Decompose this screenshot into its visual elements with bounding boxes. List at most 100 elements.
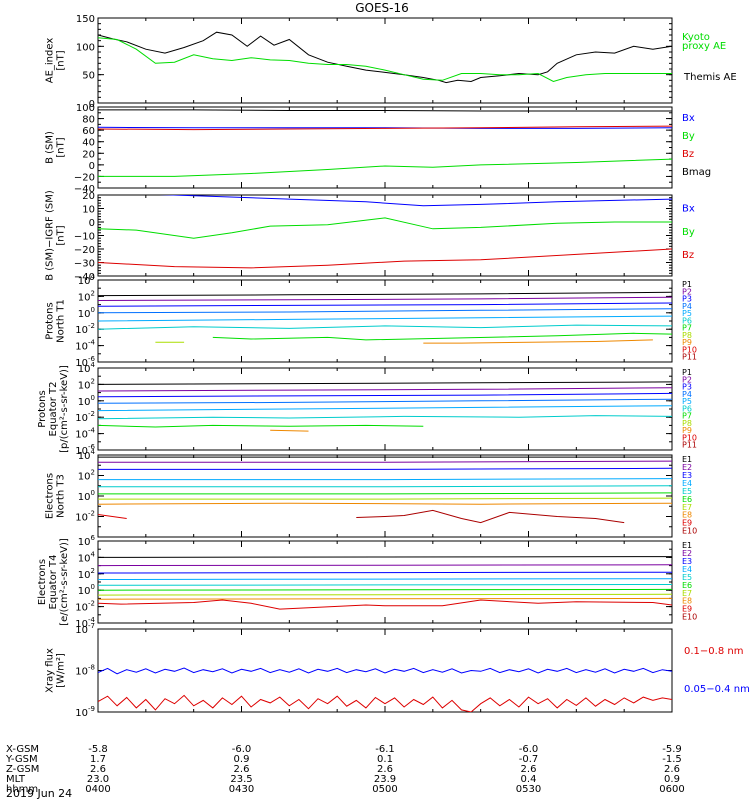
series-line-e9	[98, 599, 672, 610]
series-line-e2	[98, 564, 672, 567]
y-tick-label: 40	[82, 138, 95, 149]
series-line-e6	[98, 588, 672, 591]
legend-entry: E6	[682, 495, 692, 504]
series-line-e2	[98, 460, 672, 463]
ephemeris-value: -0.7	[519, 754, 539, 765]
series-line-e5	[98, 584, 672, 586]
y-tick-label: 10-2	[75, 410, 95, 424]
series-line-p3	[98, 392, 672, 398]
legend-entry: Bz	[682, 149, 694, 160]
legend-entry: By	[682, 131, 695, 142]
y-tick-label: 10-9	[75, 705, 95, 719]
y-axis-label: Equator T4	[48, 555, 59, 610]
series-line-p9	[270, 429, 309, 432]
y-tick-label: 10-8	[75, 664, 95, 678]
y-tick-label: 100	[78, 489, 95, 503]
panel-frame	[97, 540, 673, 624]
legend-entry: P7	[682, 412, 692, 421]
y-axis-label: Equator T2	[48, 382, 59, 437]
panel-xray: 10-7 10-8 10-9 Xray flux [W/m²] 0.1−0.8 nm 0.0…	[45, 622, 750, 719]
series-line-p3	[98, 302, 672, 307]
series-line-by	[98, 217, 672, 239]
series-group	[98, 381, 672, 432]
ephemeris-value: 0.9	[664, 774, 680, 785]
y-axis-label: [p/(cm²-s-sr-keV)]	[59, 365, 70, 453]
panel-frame	[97, 194, 673, 277]
legend-entry: E5	[682, 573, 692, 582]
panel-frame	[97, 454, 673, 538]
series-line-e9	[98, 514, 127, 519]
y-tick-label: 20	[82, 149, 95, 160]
series-line-themis-ae	[98, 31, 672, 84]
legend-entry: P3	[682, 295, 692, 304]
series-line-p4	[98, 398, 672, 404]
ephemeris-row-label: X-GSM	[6, 744, 39, 755]
y-axis-label: Electrons	[37, 559, 48, 605]
legend-entry: E9	[682, 519, 692, 528]
ephemeris-row-label: Y-GSM	[5, 754, 38, 765]
legend-entry: E2	[682, 549, 692, 558]
legend-entry: E2	[682, 463, 692, 472]
ephemeris-value: 23.5	[230, 774, 252, 785]
y-tick-label: 104	[78, 273, 96, 287]
series-line-e4	[98, 478, 672, 481]
legend-entry: P8	[682, 331, 692, 340]
y-axis-label: Electrons	[45, 473, 56, 519]
legend-entry: Bz	[682, 250, 694, 261]
legend-entry: 0.05−0.4 nm	[684, 684, 750, 695]
y-tick-label: 104	[78, 448, 96, 462]
y-tick-label: 100	[76, 103, 95, 114]
series-line-p2	[98, 387, 672, 392]
series-line-bx	[98, 126, 672, 129]
legend-entry: E8	[682, 597, 692, 606]
legend-entry: E4	[682, 479, 692, 488]
legend-entry: E9	[682, 605, 692, 614]
legend-entry: P5	[682, 397, 692, 406]
ephemeris-value: 2.6	[90, 764, 106, 775]
y-tick-label: −40	[74, 272, 95, 283]
series-line-e8	[98, 502, 672, 505]
y-tick-label: 0	[89, 161, 95, 172]
y-axis-label: B (SM)	[45, 131, 56, 164]
series-line-p6	[98, 415, 672, 420]
legend-entry: P2	[682, 287, 692, 296]
ephemeris-value: 0400	[85, 784, 110, 795]
y-tick-label: 20	[82, 191, 95, 202]
ephemeris-value: 0.1	[377, 754, 393, 765]
series-group	[98, 195, 672, 269]
y-tick-label: 104	[78, 550, 96, 564]
y-axis-label: [nT]	[56, 50, 67, 70]
y-tick-label: 10-2	[75, 600, 95, 614]
ephemeris-row-label: MLT	[6, 774, 26, 785]
legend-entry: 0.1−0.8 nm	[684, 646, 743, 657]
ephemeris-value: 0600	[659, 784, 684, 795]
panel-frame	[97, 279, 673, 363]
series-line-e6	[98, 492, 672, 495]
legend-entry: Bx	[682, 113, 695, 124]
ephemeris-value: 2.6	[377, 764, 393, 775]
ephemeris-value: 0.9	[234, 754, 250, 765]
y-tick-label: 10-2	[75, 510, 95, 524]
legend-entry: E3	[682, 557, 692, 566]
series-group	[98, 456, 672, 524]
ephemeris-value: -6.0	[519, 744, 539, 755]
series-line-e3	[98, 571, 672, 574]
y-tick-label: −10	[74, 232, 95, 243]
series-group	[98, 291, 672, 344]
y-tick-label: 60	[82, 126, 95, 137]
legend-entry: P10	[682, 433, 697, 442]
legend-entry: Themis AE	[683, 72, 737, 83]
series-group	[98, 109, 672, 177]
legend-entry: P10	[682, 345, 697, 354]
legend-entry: E3	[682, 471, 692, 480]
series-line-0-05-0-4-nm	[98, 667, 672, 675]
y-axis-label: Xray flux	[45, 648, 56, 693]
y-tick-label: 10-4	[75, 339, 95, 353]
plot-title: GOES-16	[355, 1, 409, 15]
y-tick-label: 102	[78, 377, 95, 391]
series-line-p5	[98, 315, 672, 322]
series-line-e10	[356, 509, 625, 524]
y-tick-label: 102	[78, 567, 95, 581]
y-axis-label: [e/(cm²-s-sr-keV)]	[59, 538, 70, 626]
